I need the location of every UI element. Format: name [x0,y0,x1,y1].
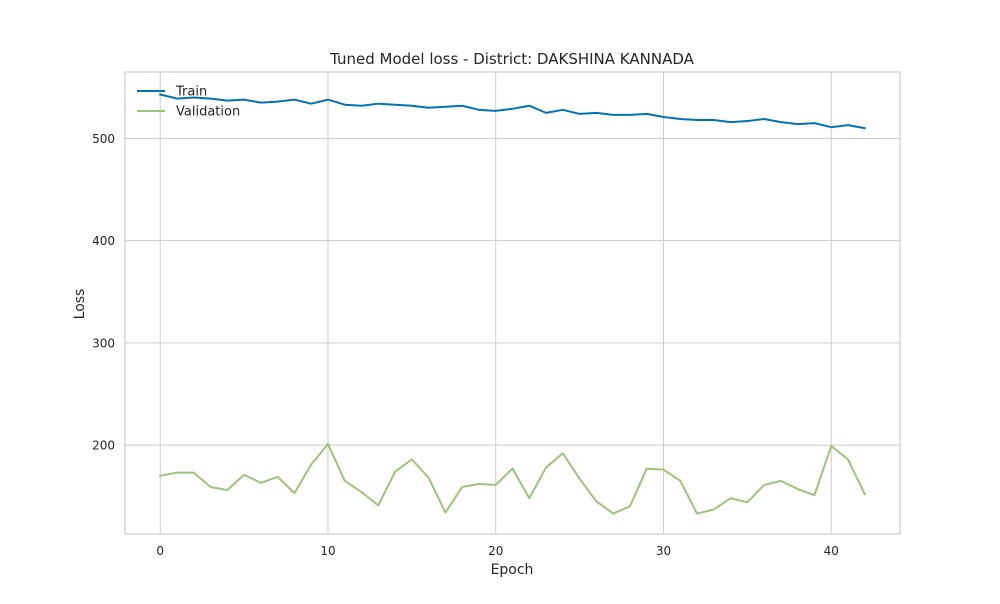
y-tick-label: 500 [92,132,115,146]
series-lines [159,93,867,515]
tick-labels: 0 10 20 30 40 200 300 400 500 [92,132,839,558]
x-tick-label: 0 [156,544,164,558]
grid [125,72,900,534]
plot-frame [124,71,901,535]
legend-label-train: Train [175,85,207,100]
y-axis-label: Loss [72,289,88,320]
chart-title: Tuned Model loss - District: DAKSHINA KA… [329,50,695,68]
y-tick-label: 400 [92,234,115,248]
x-axis-label: Epoch [491,562,534,578]
legend: Train Validation [137,85,240,120]
y-tick-label: 200 [92,439,115,453]
legend-label-validation: Validation [176,105,240,120]
x-tick-label: 20 [488,544,503,558]
y-tick-label: 300 [92,336,115,350]
series-line-train [159,93,866,130]
x-tick-label: 10 [320,544,335,558]
series-line-validation [159,443,867,515]
x-tick-label: 30 [656,544,671,558]
x-tick-label: 40 [824,544,839,558]
